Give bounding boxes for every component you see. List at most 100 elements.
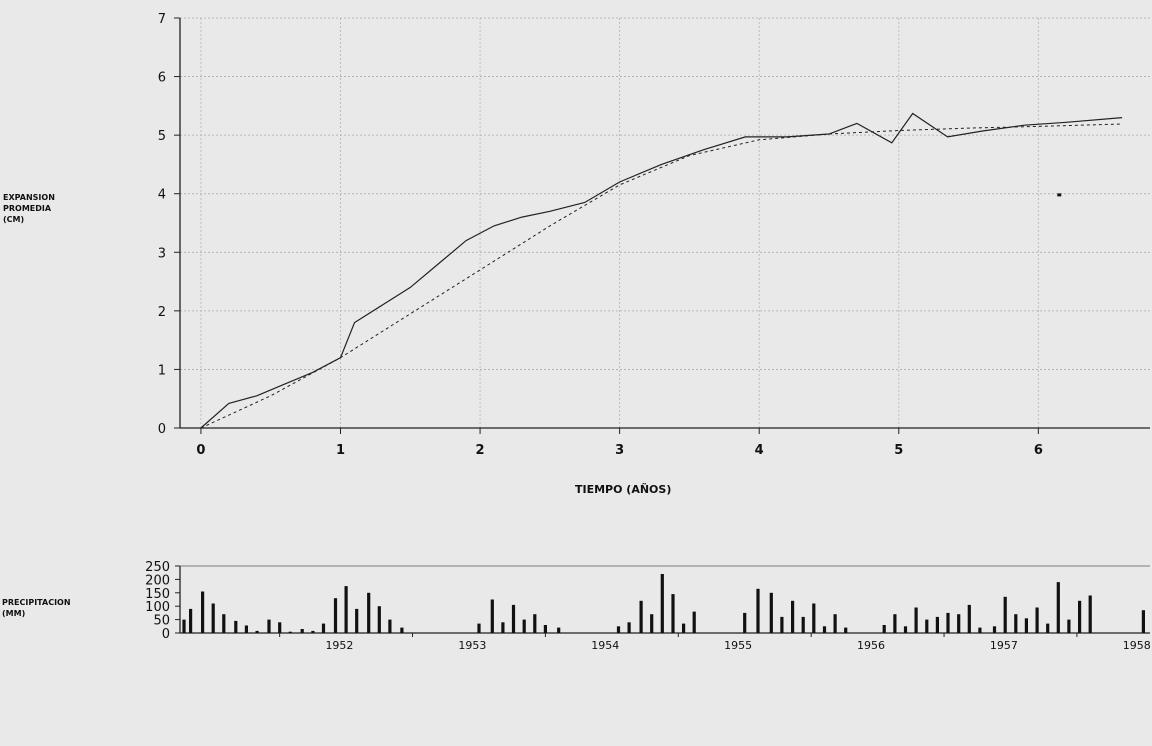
y-tick-label: 2 [158,305,166,320]
x-tick-label: 6 [1034,443,1043,458]
precip-bar [189,608,193,633]
precip-bar [682,623,686,633]
precip-bar [925,619,929,633]
precip-bar [1035,607,1039,633]
y-tick-label: 0 [158,422,166,437]
precip-bar [978,627,982,633]
precip-bar [780,616,784,633]
trend-line-dashed [200,123,1123,429]
precip-bar [1014,614,1018,633]
precip-bar [660,574,664,633]
precip-bar [946,612,950,633]
x-tick-label: 5 [894,443,903,458]
precip-bar [267,619,271,633]
x-tick-label: 2 [476,443,485,458]
x-axis-label: TIEMPO (AÑOS) [575,483,671,496]
x-tick-label: 1 [336,443,345,458]
precip-bar [288,631,292,633]
precip-bar [211,603,215,633]
expansion-chart: 0 1 2 3 4 5 6 7 0 1 2 3 4 5 6 EXPANSION PROMEDIA (CM) T… [3,12,1150,496]
y-tick-label: 6 [158,71,166,86]
x-tick-label: 4 [755,443,764,458]
precip-bar [833,614,837,633]
precip-bar [822,626,827,633]
precip-bar [522,619,526,633]
precip-y-tick-label: 250 [145,560,170,575]
precip-bar [692,611,696,633]
precip-bar [903,626,908,633]
precip-bar [244,625,248,633]
precip-bar [388,619,392,633]
year-label: 1957 [990,639,1018,652]
precip-bar [300,629,304,633]
y-tick-label: 4 [158,188,166,203]
precip-y-tick-label: 100 [145,600,170,615]
precip-bar [201,591,205,633]
precip-bar [477,623,481,633]
precip-bar [650,614,654,633]
precip-bar [543,625,547,633]
precip-y-tick-label: 0 [162,627,170,642]
precip-bar [1067,619,1071,633]
precip-bar [627,622,631,633]
precip-bar [743,612,747,633]
precip-bar [957,614,961,633]
precip-bar [844,627,848,633]
x-tick-label: 0 [196,443,205,458]
precip-bar [311,630,315,633]
year-label: 1956 [857,639,885,652]
precip-bar [914,607,918,633]
precip-bar [616,626,621,633]
precipitation-year-labels: 1952 1953 1954 1955 1956 1957 1958 [279,633,1151,652]
precipitation-bars [182,574,1145,633]
expansion-grid [180,17,1150,429]
precip-bar [511,604,516,633]
precip-bar [935,616,939,633]
precip-bar [801,616,805,633]
precip-bar [1003,596,1007,633]
y-axis-label: EXPANSION PROMEDIA (CM) [3,193,55,224]
precip-bar [222,614,226,633]
precip-bar [671,594,675,633]
precip-bar [791,600,795,633]
precip-y-tick-label: 150 [145,587,170,602]
precip-bar [234,620,238,633]
precip-bar [557,627,561,633]
precip-bar [893,614,897,633]
expansion-series [200,112,1123,429]
y-tick-label: 1 [158,363,166,378]
precip-bar [1024,618,1028,633]
x-tick-label: 3 [615,443,624,458]
precip-bar [992,626,997,633]
expansion-points [1057,193,1062,197]
precip-bar [255,630,259,633]
year-label: 1958 [1123,639,1151,652]
precip-bar [501,622,505,633]
precip-bar [344,586,348,633]
precip-y-tick-label: 200 [145,573,170,588]
precip-bar [756,588,760,633]
year-label: 1953 [458,639,486,652]
precip-bar [533,614,537,633]
precip-bar [278,622,282,633]
precip-bar [367,592,371,633]
precip-bar [1078,600,1082,633]
precip-bar [355,608,359,633]
year-label: 1955 [724,639,752,652]
precip-bar [377,606,381,633]
year-label: 1954 [591,639,619,652]
precip-bar [812,603,816,633]
precip-bar [1141,610,1145,633]
expansion-x-ticks: 0 1 2 3 4 5 6 [196,428,1043,458]
precipitation-axes [179,565,1150,634]
precip-bar [1056,582,1060,633]
precipitation-y-axis-label: PRECIPITACION (MM) [2,598,71,618]
precip-bar [182,619,186,633]
precip-bar [321,623,326,633]
precip-bar [882,625,886,633]
precip-bar [639,600,643,633]
precip-bar [769,592,773,633]
